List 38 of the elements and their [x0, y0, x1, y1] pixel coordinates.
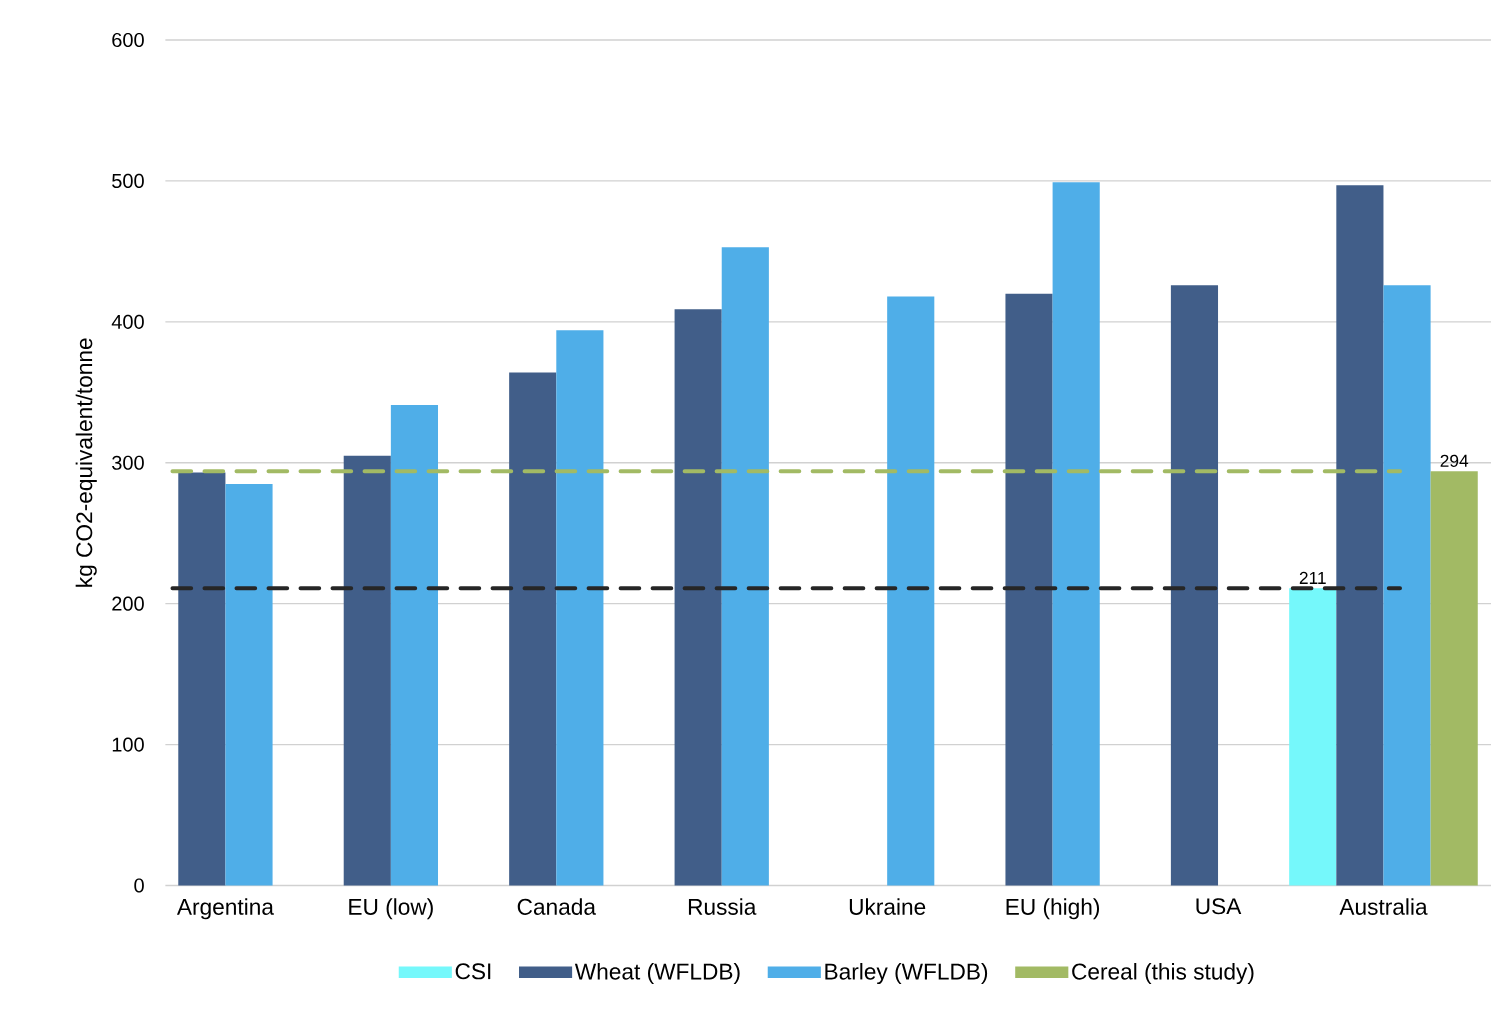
- legend-label: Cereal (this study): [1072, 963, 1254, 985]
- y-tick-label: 200: [112, 596, 144, 611]
- bar: [1383, 285, 1431, 886]
- bar: [1052, 182, 1100, 886]
- x-tick-label: Russia: [688, 898, 757, 916]
- x-tick-label: EU (high): [1006, 898, 1100, 920]
- bar: [390, 405, 439, 886]
- y-tick-label: 300: [112, 455, 144, 471]
- bar: [721, 247, 769, 886]
- y-tick-label: 500: [112, 174, 144, 189]
- data-label: 294: [1440, 454, 1469, 468]
- x-tick-label: Ukraine: [849, 898, 926, 916]
- bar: [509, 372, 557, 886]
- bar: [1005, 293, 1053, 886]
- y-tick-label: 400: [111, 314, 144, 330]
- x-tick-label: Canada: [517, 898, 596, 916]
- y-tick-label: 600: [112, 33, 144, 48]
- x-tick-label: USA: [1196, 898, 1242, 915]
- bar: [1430, 471, 1478, 886]
- x-tick-label: EU (low): [349, 898, 433, 920]
- bar: [674, 309, 722, 886]
- legend-label: CSI: [455, 963, 491, 980]
- bar: [887, 296, 935, 886]
- legend-label: Barley (WFLDB): [825, 963, 988, 985]
- bar: [1289, 588, 1337, 886]
- x-tick-label: Argentina: [176, 898, 274, 920]
- y-tick-label: 0: [134, 878, 144, 893]
- bar: [556, 330, 604, 886]
- x-tick-label: Australia: [1339, 898, 1428, 916]
- y-axis-title: kg CO2-equivalent/tonne: [75, 338, 97, 587]
- bar: [178, 472, 226, 886]
- y-tick-label: 100: [112, 737, 144, 752]
- bar: [343, 455, 391, 886]
- legend-label: Wheat (WFLDB): [574, 963, 740, 985]
- bar: [1170, 285, 1219, 886]
- bar: [225, 484, 273, 886]
- bar: [1336, 185, 1384, 886]
- data-label: 211: [1299, 572, 1326, 585]
